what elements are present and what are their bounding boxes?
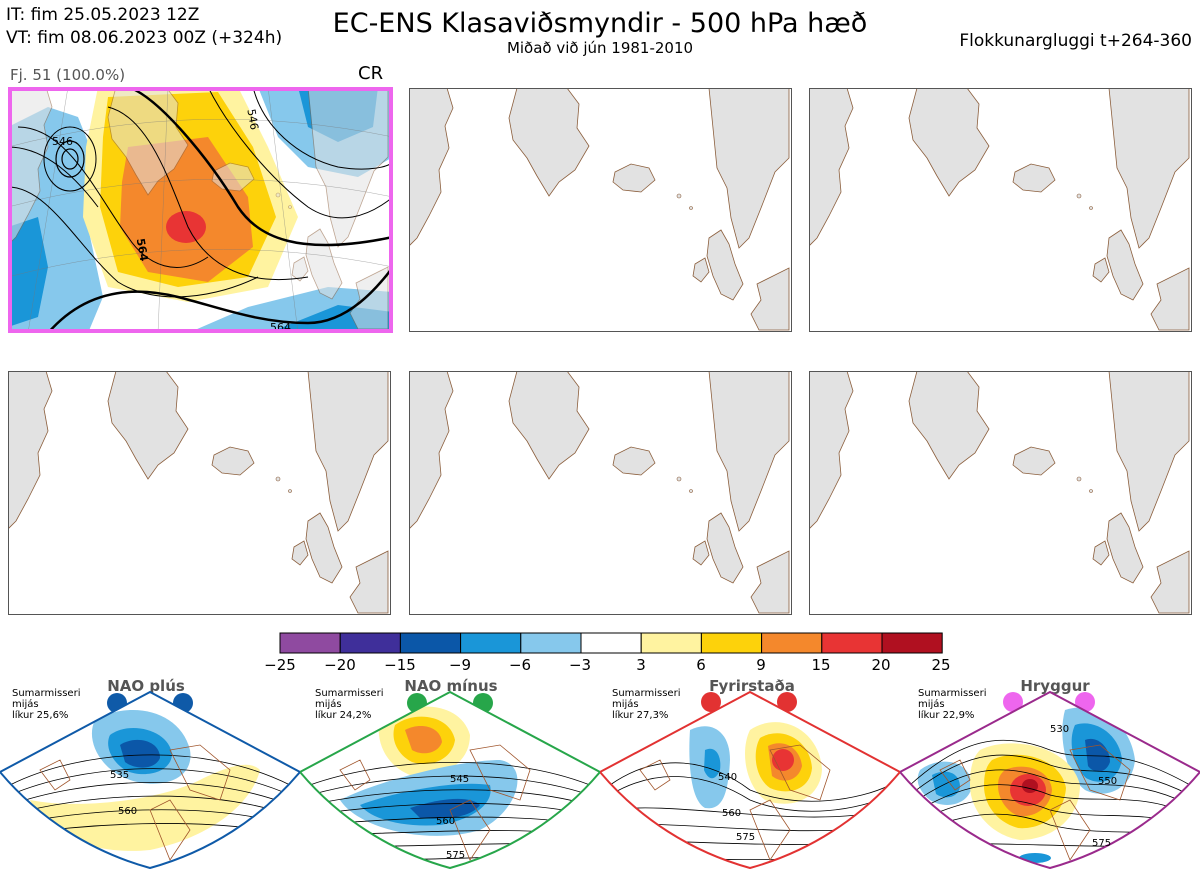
regime-map-nao-minus[interactable]: 545 560 575 <box>300 690 600 871</box>
contour-label: 564 <box>134 237 151 262</box>
colorbar-swatch <box>640 632 702 654</box>
colorbar-tick: −25 <box>264 656 296 674</box>
colorbar-tick: 15 <box>811 656 831 674</box>
regime-note-nao-minus: Sumarmisseri mijás líkur 24,2% <box>315 688 384 721</box>
colorbar-swatch <box>761 632 823 654</box>
regime-title-blocking: Fyrirstaða <box>709 677 795 695</box>
regime-title-ridge: Hryggur <box>1020 677 1090 695</box>
regime-note-blocking: Sumarmisseri mijás líkur 27,3% <box>612 688 681 721</box>
colorbar-swatch <box>881 632 943 654</box>
regime-marker <box>1003 692 1023 712</box>
colorbar-swatch <box>399 632 462 654</box>
colorbar <box>279 632 943 654</box>
colorbar-swatch <box>700 632 763 654</box>
colorbar-tick: 9 <box>756 656 766 674</box>
colorbar-tick: −3 <box>568 656 592 674</box>
run-info: IT: fim 25.05.2023 12Z VT: fim 08.06.202… <box>6 4 282 50</box>
regime-title-nao-minus: NAO mínus <box>404 677 498 695</box>
cluster-regime-tag: CR <box>358 63 384 84</box>
contour-label: 535 <box>110 770 129 781</box>
cluster-map-1[interactable]: 546 546 564 564 <box>8 87 393 333</box>
contour-label: 575 <box>736 832 755 843</box>
regime-map-ridge[interactable]: 530 550 575 <box>900 690 1200 871</box>
colorbar-tick: −20 <box>324 656 356 674</box>
selected-frame <box>8 87 393 333</box>
regime-marker <box>777 692 797 712</box>
contour-label: 546 <box>52 135 73 148</box>
page-subtitle: Miðað við jún 1981-2010 <box>506 39 694 57</box>
contour-label: 530 <box>1050 724 1069 735</box>
contour-label: 560 <box>436 816 455 827</box>
cluster-map-2[interactable] <box>409 88 792 332</box>
contour-label: 560 <box>722 808 741 819</box>
colorbar-swatch <box>580 632 642 654</box>
cluster-map-5[interactable] <box>409 371 792 615</box>
regime-note-ridge: Sumarmisseri mijás líkur 22,9% <box>918 688 987 721</box>
contour-label: 575 <box>446 850 465 861</box>
regime-title-nao-plus: NAO plús <box>107 677 185 695</box>
colorbar-tick: −9 <box>448 656 472 674</box>
colorbar-tick: 3 <box>636 656 646 674</box>
cluster-map-3[interactable] <box>809 88 1192 332</box>
colorbar-swatch <box>279 632 341 654</box>
colorbar-tick: 25 <box>931 656 951 674</box>
valid-time: VT: fim 08.06.2023 00Z (+324h) <box>6 28 283 48</box>
contour-label: 575 <box>1092 838 1111 849</box>
page-title: EC-ENS Klasaviðsmyndir - 500 hPa hæð <box>332 8 868 39</box>
classification-window: Flokkunargluggi t+264-360 <box>959 31 1192 51</box>
colorbar-swatch <box>460 632 522 654</box>
colorbar-swatch <box>339 632 401 654</box>
colorbar-tick: −15 <box>384 656 416 674</box>
regime-map-blocking[interactable]: 540 560 575 <box>600 690 900 871</box>
colorbar-tick: 20 <box>871 656 891 674</box>
regime-note-nao-plus: Sumarmisseri mijás líkur 25,6% <box>12 688 81 721</box>
colorbar-tick: −6 <box>508 656 532 674</box>
contour-label: 540 <box>718 772 737 783</box>
cluster-caption: Fj. 51 (100.0%) <box>10 66 126 84</box>
regime-map-nao-plus[interactable]: 535 560 <box>0 690 300 871</box>
colorbar-swatch <box>520 632 582 654</box>
contour-label: 546 <box>244 108 260 131</box>
contour-label: 550 <box>1098 776 1117 787</box>
regime-marker <box>701 692 721 712</box>
cluster-map-6[interactable] <box>809 371 1192 615</box>
colorbar-tick: 6 <box>696 656 706 674</box>
cluster-map-4[interactable] <box>8 371 391 615</box>
contour-label: 545 <box>450 774 469 785</box>
colorbar-swatch <box>821 632 883 654</box>
contour-label: 560 <box>118 806 137 817</box>
initial-time: IT: fim 25.05.2023 12Z <box>6 5 200 25</box>
